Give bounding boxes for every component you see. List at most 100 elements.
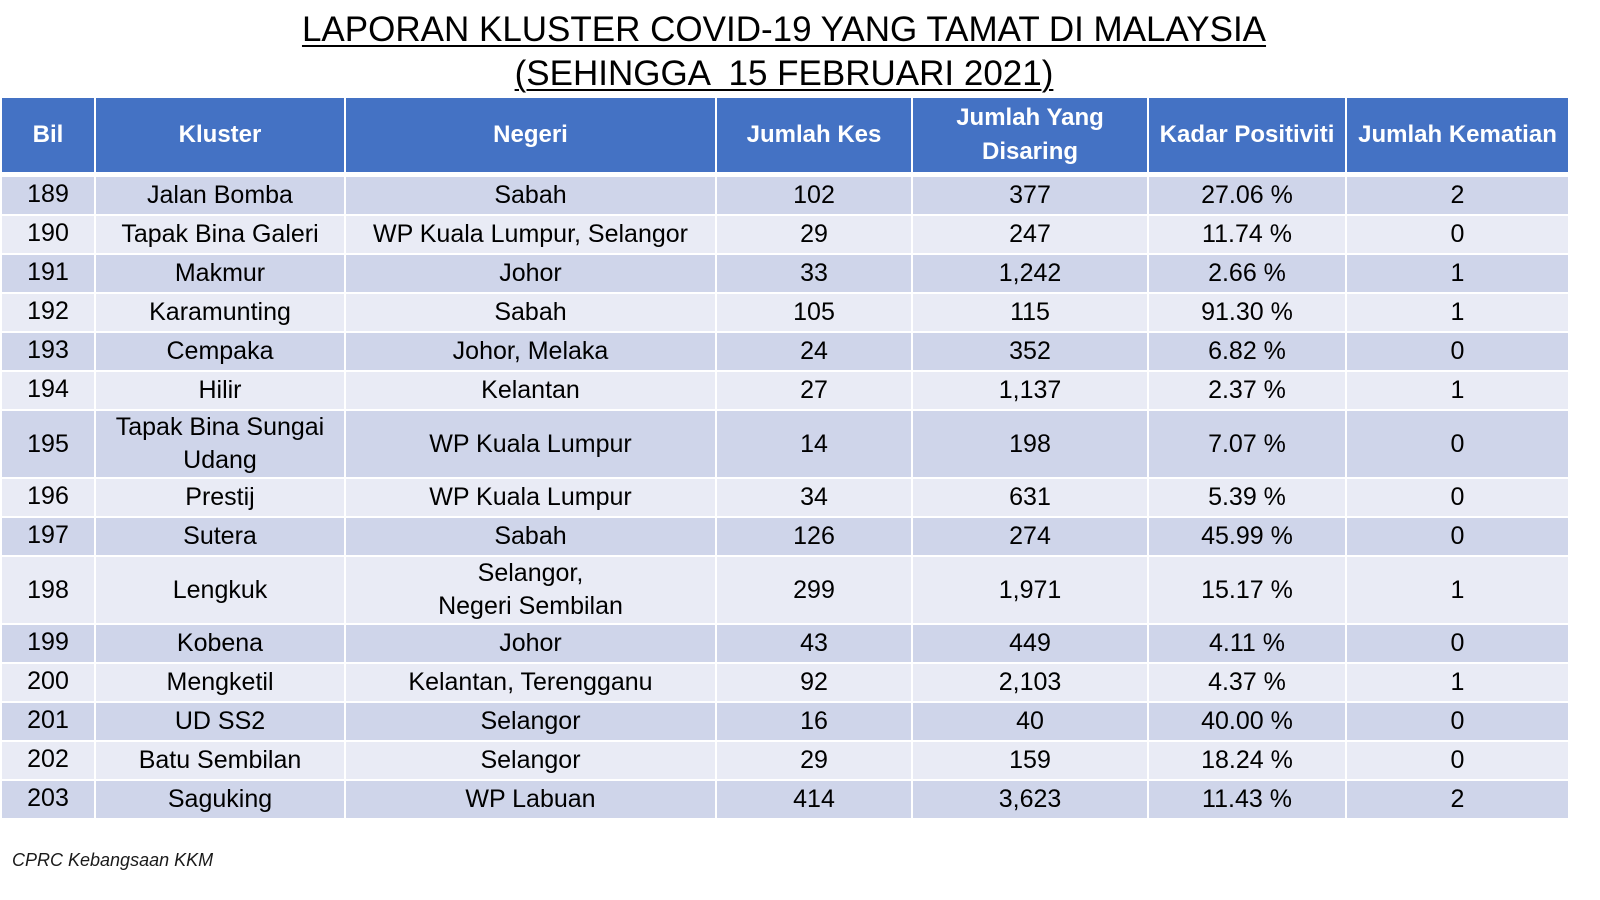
cell-bil: 201 <box>0 701 96 742</box>
cell-jumlah-kes: 34 <box>715 477 913 518</box>
table-row: 194 Hilir Kelantan 27 1,137 2.37 % 1 <box>0 370 1570 411</box>
cell-kadar-positiviti: 18.24 % <box>1147 740 1347 781</box>
cell-kadar-positiviti: 4.37 % <box>1147 662 1347 703</box>
cell-jumlah-disaring: 115 <box>911 292 1149 333</box>
header-negeri: Negeri <box>344 96 717 177</box>
cell-kadar-positiviti: 11.74 % <box>1147 214 1347 255</box>
cell-kluster: Karamunting <box>94 292 346 333</box>
cell-kluster: Lengkuk <box>94 555 346 625</box>
table-row: 198 Lengkuk Selangor, Negeri Sembilan 299… <box>0 555 1570 625</box>
table-row: 197 Sutera Sabah 126 274 45.99 % 0 <box>0 516 1570 557</box>
cell-jumlah-kematian: 0 <box>1345 701 1570 742</box>
cell-negeri: WP Kuala Lumpur <box>344 409 717 479</box>
cell-jumlah-kes: 105 <box>715 292 913 333</box>
cell-negeri: Selangor <box>344 701 717 742</box>
cell-bil: 195 <box>0 409 96 479</box>
table-row: 189 Jalan Bomba Sabah 102 377 27.06 % 2 <box>0 173 1570 216</box>
cell-kluster: Hilir <box>94 370 346 411</box>
cell-kadar-positiviti: 7.07 % <box>1147 409 1347 479</box>
cell-kluster: Jalan Bomba <box>94 173 346 216</box>
cell-negeri: Johor <box>344 623 717 664</box>
cell-jumlah-disaring: 40 <box>911 701 1149 742</box>
cell-jumlah-kes: 126 <box>715 516 913 557</box>
cell-bil: 203 <box>0 779 96 820</box>
header-jumlah-kes: Jumlah Kes <box>715 96 913 177</box>
cell-kluster: Sutera <box>94 516 346 557</box>
title-line-2: (SEHINGGA 15 FEBRUARI 2021) <box>514 54 1054 93</box>
cell-bil: 189 <box>0 173 96 216</box>
report-title: LAPORAN KLUSTER COVID-19 YANG TAMAT DI M… <box>0 8 1568 96</box>
cell-negeri: Kelantan <box>344 370 717 411</box>
cell-negeri: Sabah <box>344 516 717 557</box>
cell-jumlah-kes: 43 <box>715 623 913 664</box>
cell-jumlah-disaring: 247 <box>911 214 1149 255</box>
header-jumlah-disaring-line1: Jumlah Yang <box>956 104 1104 131</box>
cell-jumlah-kematian: 0 <box>1345 214 1570 255</box>
cell-jumlah-kes: 29 <box>715 214 913 255</box>
cell-kadar-positiviti: 45.99 % <box>1147 516 1347 557</box>
cell-jumlah-kes: 24 <box>715 331 913 372</box>
cell-jumlah-kematian: 1 <box>1345 253 1570 294</box>
cell-kluster: Makmur <box>94 253 346 294</box>
header-kadar-positiviti: Kadar Positiviti <box>1147 96 1347 177</box>
cell-kluster: Cempaka <box>94 331 346 372</box>
cell-bil: 202 <box>0 740 96 781</box>
cell-kadar-positiviti: 15.17 % <box>1147 555 1347 625</box>
cell-kadar-positiviti: 91.30 % <box>1147 292 1347 333</box>
cell-jumlah-kematian: 0 <box>1345 516 1570 557</box>
cell-jumlah-kematian: 1 <box>1345 662 1570 703</box>
source-credit: CPRC Kebangsaan KKM <box>12 850 214 870</box>
cell-jumlah-kes: 92 <box>715 662 913 703</box>
table-row: 192 Karamunting Sabah 105 115 91.30 % 1 <box>0 292 1570 333</box>
cell-kluster: Mengketil <box>94 662 346 703</box>
cell-kluster-line1: Tapak Bina Sungai <box>115 413 325 441</box>
table-row: 199 Kobena Johor 43 449 4.11 % 0 <box>0 623 1570 664</box>
cell-kadar-positiviti: 11.43 % <box>1147 779 1347 820</box>
cell-jumlah-disaring: 449 <box>911 623 1149 664</box>
cell-negeri: Sabah <box>344 292 717 333</box>
cell-jumlah-kematian: 1 <box>1345 555 1570 625</box>
cell-kluster: UD SS2 <box>94 701 346 742</box>
cell-jumlah-kematian: 1 <box>1345 292 1570 333</box>
cell-jumlah-kes: 16 <box>715 701 913 742</box>
cell-bil: 196 <box>0 477 96 518</box>
table-row: 191 Makmur Johor 33 1,242 2.66 % 1 <box>0 253 1570 294</box>
cell-negeri: Johor, Melaka <box>344 331 717 372</box>
cell-bil: 193 <box>0 331 96 372</box>
cell-jumlah-kematian: 0 <box>1345 477 1570 518</box>
cell-negeri: WP Kuala Lumpur, Selangor <box>344 214 717 255</box>
cell-negeri: WP Kuala Lumpur <box>344 477 717 518</box>
table-row: 190 Tapak Bina Galeri WP Kuala Lumpur, S… <box>0 214 1570 255</box>
cell-jumlah-disaring: 1,971 <box>911 555 1149 625</box>
cell-bil: 190 <box>0 214 96 255</box>
table-header-row: Bil Kluster Negeri Jumlah Kes Jumlah Yan… <box>0 96 1570 177</box>
header-jumlah-disaring: Jumlah Yang Disaring <box>911 96 1149 177</box>
cell-kadar-positiviti: 5.39 % <box>1147 477 1347 518</box>
cell-jumlah-kematian: 2 <box>1345 173 1570 216</box>
cell-bil: 199 <box>0 623 96 664</box>
header-jumlah-kematian: Jumlah Kematian <box>1345 96 1570 177</box>
cell-jumlah-kes: 14 <box>715 409 913 479</box>
table-row: 200 Mengketil Kelantan, Terengganu 92 2,… <box>0 662 1570 703</box>
cell-jumlah-kematian: 0 <box>1345 623 1570 664</box>
cell-negeri: Sabah <box>344 173 717 216</box>
table-row: 203 Saguking WP Labuan 414 3,623 11.43 %… <box>0 779 1570 820</box>
cell-bil: 191 <box>0 253 96 294</box>
cell-negeri-line1: Selangor, <box>477 559 584 587</box>
cell-bil: 194 <box>0 370 96 411</box>
cell-jumlah-disaring: 377 <box>911 173 1149 216</box>
cell-jumlah-kes: 414 <box>715 779 913 820</box>
title-line-1: LAPORAN KLUSTER COVID-19 YANG TAMAT DI M… <box>301 10 1267 49</box>
cell-jumlah-disaring: 2,103 <box>911 662 1149 703</box>
cell-jumlah-kematian: 0 <box>1345 409 1570 479</box>
cell-kluster: Prestij <box>94 477 346 518</box>
cell-jumlah-disaring: 1,242 <box>911 253 1149 294</box>
cell-kluster: Tapak Bina Sungai Udang <box>94 409 346 479</box>
cell-negeri-line2: Negeri Sembilan <box>438 592 623 620</box>
cell-jumlah-kes: 33 <box>715 253 913 294</box>
cell-kluster: Saguking <box>94 779 346 820</box>
cell-jumlah-kematian: 0 <box>1345 740 1570 781</box>
cell-kadar-positiviti: 6.82 % <box>1147 331 1347 372</box>
cell-jumlah-disaring: 631 <box>911 477 1149 518</box>
cell-bil: 197 <box>0 516 96 557</box>
